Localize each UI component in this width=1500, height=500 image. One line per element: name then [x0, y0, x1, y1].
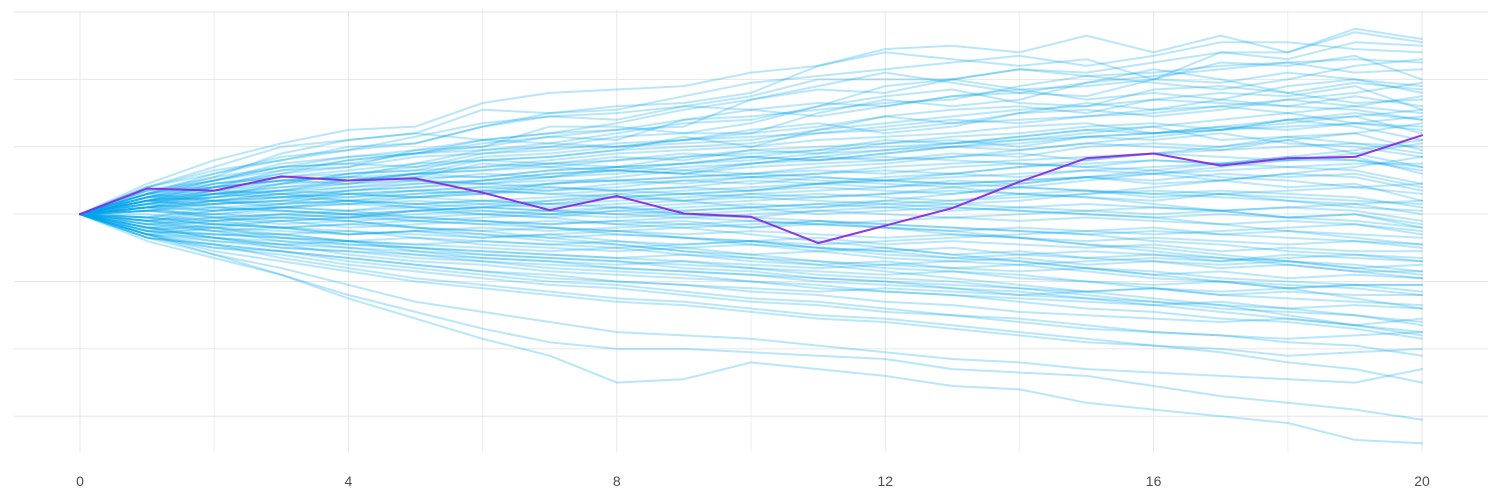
series-line: [79, 192, 1423, 216]
series-line: [79, 68, 1423, 216]
series-line: [79, 108, 1423, 216]
series-line: [79, 213, 1423, 249]
series-line: [79, 159, 1423, 236]
series-line: [79, 213, 1423, 421]
series-line: [79, 213, 1423, 263]
series-line: [79, 199, 1423, 310]
series-line: [79, 213, 1423, 296]
series-line: [79, 152, 1423, 216]
series-line: [79, 169, 1423, 216]
series-line: [79, 81, 1423, 216]
series-line: [79, 78, 1423, 216]
series-line: [79, 213, 1423, 307]
series-line: [79, 27, 1423, 216]
series-line: [79, 54, 1423, 216]
series-line: [79, 142, 1423, 216]
series-line: [79, 176, 1423, 246]
series-line: [79, 159, 1423, 216]
series-line: [79, 213, 1423, 276]
series-line: [79, 199, 1423, 273]
series-line: [79, 206, 1423, 229]
series-line: [79, 213, 1423, 296]
series-line: [79, 213, 1423, 357]
series-line: [79, 213, 1423, 249]
series-line: [79, 213, 1423, 445]
series-line: [79, 139, 1423, 216]
series-line: [79, 176, 1423, 216]
series-line: [79, 122, 1423, 216]
series-line: [79, 203, 1423, 226]
series-line: [79, 213, 1423, 296]
x-tick-label: 20: [1414, 473, 1430, 489]
series-line: [79, 58, 1423, 216]
series-line: [79, 172, 1423, 216]
series-line: [79, 71, 1423, 216]
series-line: [79, 182, 1423, 229]
highlight-layer: [79, 134, 1423, 245]
series-line: [79, 162, 1423, 222]
series-line: [79, 142, 1423, 219]
series-line: [79, 209, 1423, 293]
series-line: [79, 213, 1423, 263]
series-line: [79, 58, 1423, 216]
x-tick-label: 8: [613, 473, 621, 489]
series-line: [79, 125, 1423, 216]
series-line: [79, 206, 1423, 270]
series-line: [79, 61, 1423, 216]
series-line: [79, 213, 1423, 323]
series-line: [79, 199, 1423, 222]
highlight-series-line: [79, 134, 1423, 245]
series-line: [79, 213, 1423, 384]
grid-layer: [14, 10, 1488, 452]
series-line: [79, 95, 1423, 216]
series-line: [79, 213, 1423, 290]
series-line: [79, 115, 1423, 216]
series-line: [79, 122, 1423, 216]
series-line: [79, 41, 1423, 216]
series-line: [79, 132, 1423, 216]
x-tick-label: 4: [345, 473, 353, 489]
series-line: [79, 112, 1423, 216]
x-tick-label: 12: [877, 473, 893, 489]
series-line: [79, 213, 1423, 334]
series-line: [79, 213, 1423, 273]
series-line: [79, 213, 1423, 270]
series-line: [79, 31, 1423, 216]
series-line: [79, 213, 1423, 239]
paths-layer: [79, 27, 1423, 445]
series-line: [79, 186, 1423, 216]
series-line: [79, 213, 1423, 280]
series-line: [79, 213, 1423, 357]
series-line: [79, 189, 1423, 222]
series-line: [79, 199, 1423, 236]
series-line: [79, 85, 1423, 216]
series-line: [79, 155, 1423, 229]
x-tick-label: 0: [76, 473, 84, 489]
series-line: [79, 213, 1423, 327]
series-line: [79, 213, 1423, 384]
series-line: [79, 98, 1423, 216]
series-line: [79, 209, 1423, 337]
series-line: [79, 213, 1423, 340]
series-line: [79, 115, 1423, 216]
series-line: [79, 166, 1423, 229]
series-line: [79, 135, 1423, 216]
series-line: [79, 213, 1423, 340]
x-tick-label: 16: [1146, 473, 1162, 489]
series-line: [79, 41, 1423, 216]
series-line: [79, 213, 1423, 310]
x-axis-tick-labels: 0 4 8 12 16 20: [76, 473, 1430, 489]
series-line: [79, 98, 1423, 216]
series-line: [79, 139, 1423, 219]
series-line: [79, 118, 1423, 216]
series-line: [79, 213, 1423, 253]
series-line: [79, 213, 1423, 246]
series-line: [79, 85, 1423, 216]
series-line: [79, 105, 1423, 216]
series-line: [79, 155, 1423, 216]
series-line: [79, 213, 1423, 327]
